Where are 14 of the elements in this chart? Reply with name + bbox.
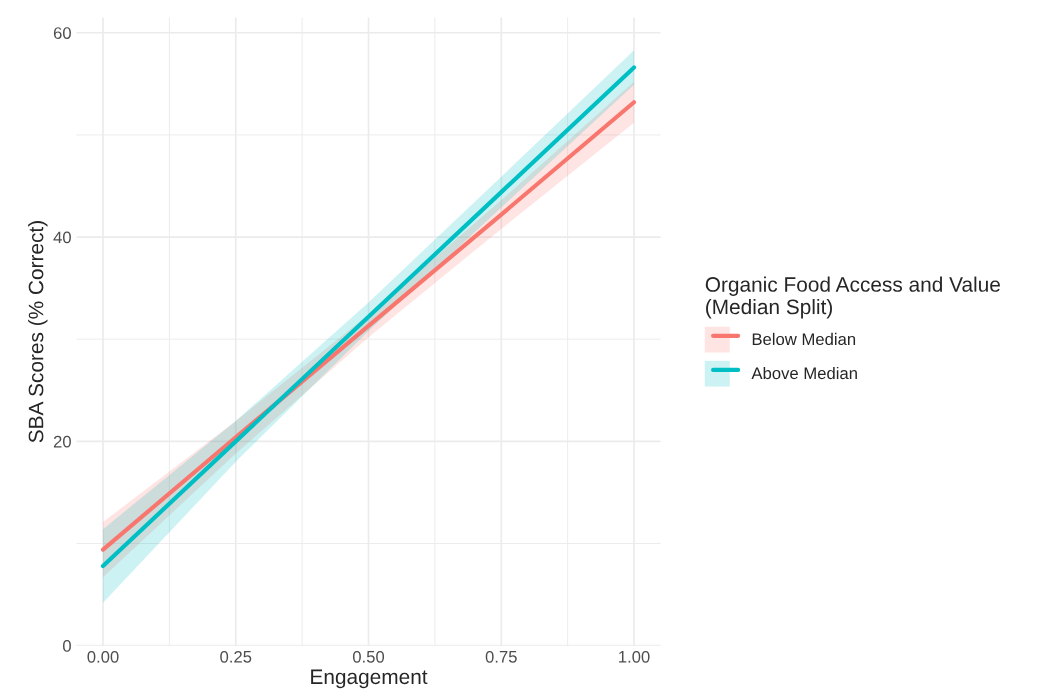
x-tick-label: 0.25 — [220, 650, 252, 663]
y-tick-label: 20 — [53, 435, 71, 448]
legend-label: Above Median — [751, 366, 857, 380]
x-axis-title: Engagement — [311, 669, 428, 689]
x-tick-label: 0.75 — [485, 650, 517, 663]
x-tick-label: 1.00 — [619, 650, 650, 663]
x-tick-label: 0.00 — [87, 650, 119, 663]
legend-label: Below Median — [752, 332, 856, 346]
y-tick-label: 40 — [53, 231, 71, 244]
y-axis-title: SBA Scores (% Correct) — [28, 221, 48, 443]
x-tick-label: 0.50 — [352, 650, 385, 663]
legend-title: Organic Food Access and Value (Median Split) — [705, 276, 1000, 319]
y-tick-label: 0 — [62, 640, 71, 652]
y-tick-label: 60 — [53, 27, 71, 39]
